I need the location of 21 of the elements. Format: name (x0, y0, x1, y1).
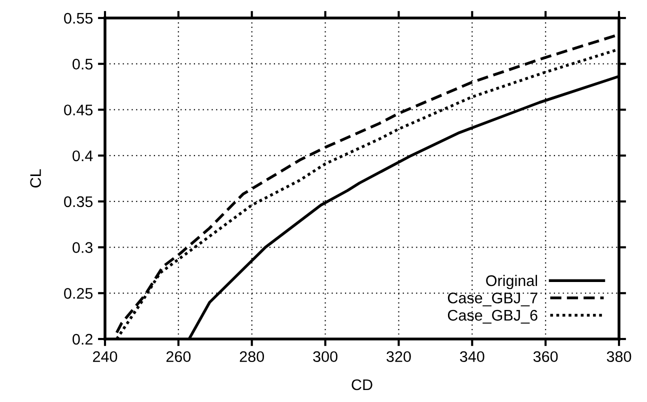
y-tick-label: 0.3 (72, 242, 93, 253)
y-tick-label: 0.5 (72, 58, 93, 70)
legend-label: Case_GBJ_7 (448, 292, 538, 306)
y-tick-label: 0.35 (64, 196, 93, 208)
y-tick-label: 0.2 (72, 334, 92, 345)
y-tick-label: 0.45 (64, 104, 93, 116)
x-tick-label: 340 (460, 351, 484, 362)
y-tick-label: 0.4 (72, 150, 93, 162)
x-axis-title: CD (352, 379, 372, 390)
legend-label: Case_GBJ_6 (448, 310, 538, 324)
y-tick-label: 0.55 (64, 12, 93, 24)
x-tick-label: 360 (533, 351, 558, 362)
x-tick-label: 320 (386, 351, 411, 362)
legend-label: Original (486, 274, 538, 290)
x-tick-label: 260 (166, 351, 191, 362)
x-tick-label: 240 (93, 351, 118, 362)
y-axis-title: CL (30, 169, 41, 188)
x-tick-label: 280 (240, 351, 264, 362)
x-tick-label: 300 (313, 351, 338, 362)
y-tick-label: 0.25 (64, 288, 93, 299)
x-tick-label: 380 (606, 351, 632, 362)
